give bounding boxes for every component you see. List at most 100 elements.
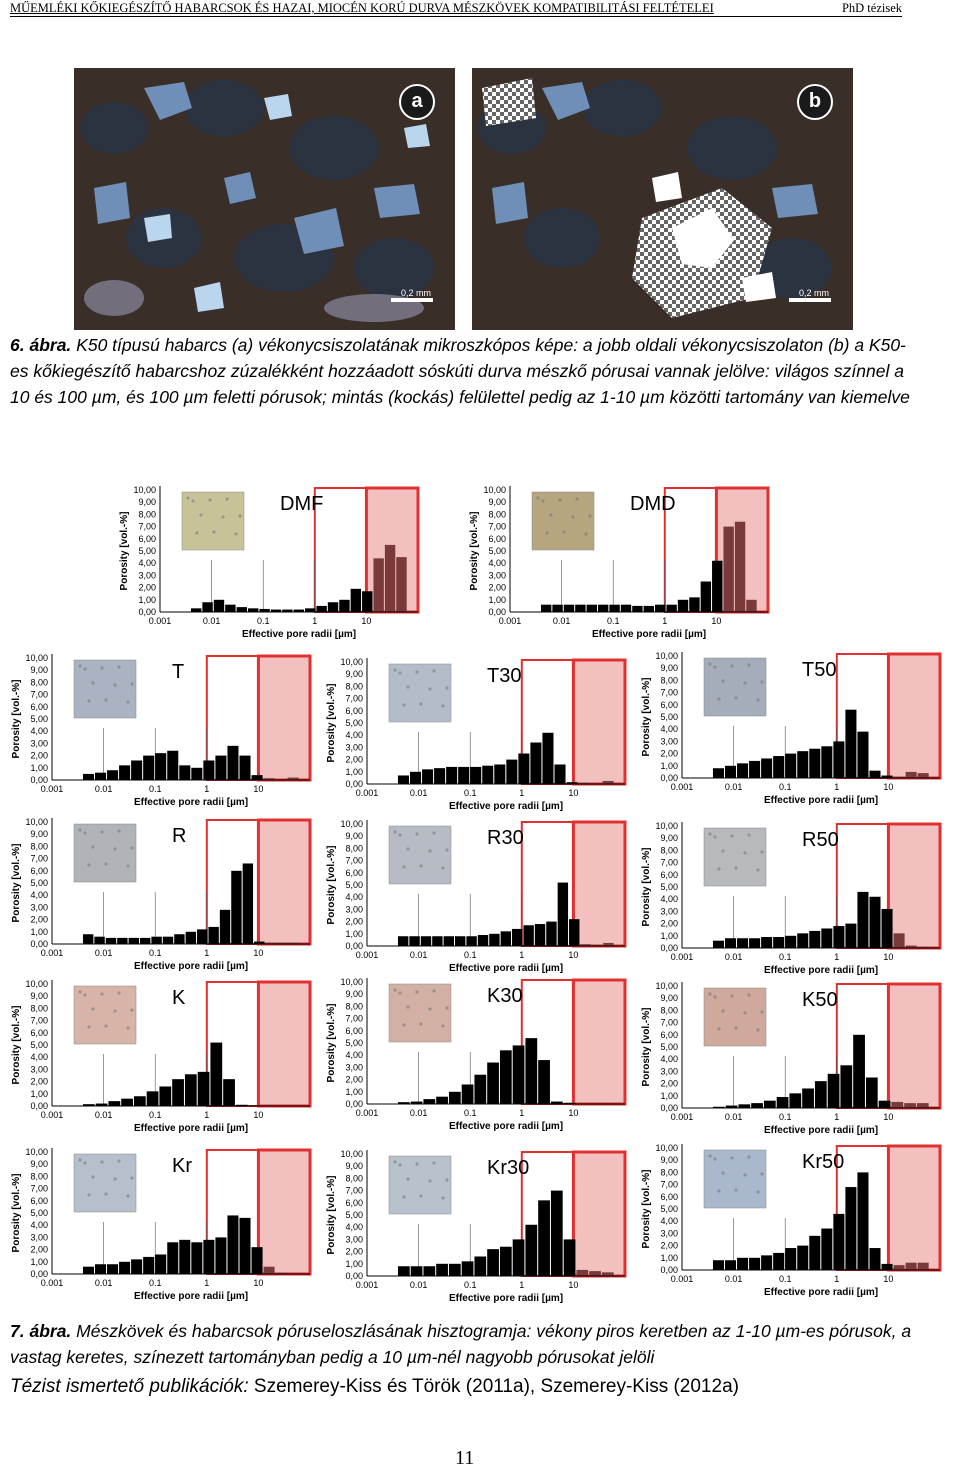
histogram-bar [146, 1091, 159, 1106]
histogram-bar [231, 870, 242, 944]
sample-thumbnail [388, 663, 452, 723]
histogram-bar [601, 1272, 614, 1276]
histogram-bar [397, 1266, 410, 1276]
y-tick-label: 5,00 [345, 1210, 363, 1220]
histogram-bar [397, 936, 409, 946]
thumbnail-speckle [87, 1193, 91, 1197]
histogram-bar [586, 604, 597, 612]
thumbnail-speckle [83, 1161, 87, 1165]
histogram-bar [666, 604, 677, 612]
histogram-bar [563, 1239, 576, 1276]
thumbnail-speckle [756, 1190, 760, 1194]
y-tick-label: 8,00 [488, 509, 506, 519]
x-tick-label: 0.01 [725, 1112, 743, 1122]
range-over-10um [256, 980, 312, 1108]
thumbnail-speckle [760, 680, 764, 684]
histogram-bar [785, 753, 797, 778]
publications-line: Tézist ismertető publikációk: Szemerey-K… [10, 1376, 739, 1398]
x-tick-label: 10 [361, 616, 371, 626]
histogram-bar [523, 925, 534, 946]
histogram-svg: 0,00 1,00 2,00 3,00 4,00 5,00 6,00 7,00 8,00 9,00… [11, 653, 312, 808]
badge-b: b [797, 84, 833, 120]
thumbnail-speckle [747, 1155, 751, 1159]
publications-label: Tézist ismertető publikációk: [10, 1376, 249, 1397]
y-tick-label: 2,00 [488, 583, 506, 593]
y-tick-label: 6,00 [660, 1192, 678, 1202]
histogram-bar [761, 937, 773, 948]
x-tick-label: 0.1 [149, 948, 162, 958]
y-tick-label: 2,00 [660, 1241, 678, 1251]
thumbnail-speckle [721, 1171, 725, 1175]
histogram-bar [845, 1187, 857, 1270]
y-tick-label: 8,00 [345, 843, 363, 853]
histogram-bar [602, 780, 614, 784]
x-tick-label: 0.1 [464, 788, 477, 798]
histogram-bar [591, 944, 603, 946]
x-axis-label: Effective pore radii [µm] [449, 963, 563, 974]
thumbnail-speckle [584, 532, 588, 536]
y-tick-label: 0,00 [345, 1271, 363, 1281]
histogram-title: R30 [487, 827, 524, 849]
histogram-bar [151, 936, 162, 944]
histogram-svg: 0,00 1,00 2,00 3,00 4,00 5,00 6,00 7,00 8,00 9,00… [641, 981, 942, 1136]
thumbnail-speckle [78, 990, 82, 994]
thumbnail-speckle [117, 665, 121, 669]
thumbnail-speckle [721, 679, 725, 683]
y-tick-label: 2,00 [30, 751, 48, 761]
y-tick-label: 0,00 [138, 607, 156, 617]
histogram-bar [809, 748, 821, 778]
thumbnail-speckle [113, 847, 117, 851]
histogram-bar [677, 599, 689, 612]
histogram-bar [461, 1084, 474, 1104]
x-tick-label: 1 [312, 616, 317, 626]
x-tick-label: 10 [883, 952, 893, 962]
thumbnail-speckle [199, 513, 203, 517]
x-tick-label: 0.1 [464, 1108, 477, 1118]
histogram-title: Kr [172, 1155, 192, 1177]
x-tick-label: 1 [519, 1280, 524, 1290]
thumbnail-speckle [743, 1173, 747, 1177]
thumbnail-speckle [708, 662, 712, 666]
y-tick-label: 10,00 [655, 651, 678, 661]
histogram-bar [474, 1256, 487, 1276]
range-over-10um [886, 982, 942, 1110]
figure-6-caption: 6. ábra. K50 típusú habarcs (a) vékonycs… [10, 332, 916, 410]
y-tick-label: 6,00 [488, 534, 506, 544]
thumbnail-speckle [432, 1161, 436, 1165]
thumbnail-speckle [104, 1192, 108, 1196]
y-tick-label: 3,00 [30, 1064, 48, 1074]
y-tick-label: 9,00 [30, 829, 48, 839]
histogram-bar [597, 604, 609, 612]
histogram-title: T50 [802, 659, 836, 681]
y-tick-label: 6,00 [345, 706, 363, 716]
histogram-bar [749, 760, 761, 778]
y-tick-label: 10,00 [340, 1149, 363, 1159]
thumbnail-speckle [402, 1195, 406, 1199]
y-tick-label: 8,00 [660, 845, 678, 855]
histogram-bar [530, 742, 542, 784]
histogram-bar [436, 1096, 448, 1104]
thumbnail-speckle [432, 989, 436, 993]
sample-thumbnail [703, 657, 767, 717]
y-tick-label: 1,00 [345, 1259, 363, 1269]
histogram-bar [410, 771, 422, 784]
sample-thumbnail [388, 825, 452, 885]
histogram-bar [251, 775, 263, 780]
histogram-bar [162, 936, 174, 944]
y-axis-label: Porosity [vol.-%] [326, 846, 337, 925]
histogram-bar [557, 882, 569, 946]
thumbnail-speckle [558, 498, 562, 502]
y-tick-label: 7,00 [345, 856, 363, 866]
y-tick-label: 6,00 [30, 866, 48, 876]
sample-thumbnail [388, 983, 452, 1043]
y-axis-label: Porosity [vol.-%] [641, 848, 652, 927]
x-tick-label: 0.01 [95, 948, 113, 958]
histogram-bar [107, 1264, 119, 1274]
y-axis-label: Porosity [vol.-%] [469, 512, 480, 591]
thumbnail-speckle [575, 497, 579, 501]
histogram-bar [881, 1263, 893, 1270]
thumbnail-speckle [730, 994, 734, 998]
histogram-bar [133, 1096, 146, 1106]
thumbnail-speckle [130, 1008, 134, 1012]
histogram-bar [609, 604, 620, 612]
